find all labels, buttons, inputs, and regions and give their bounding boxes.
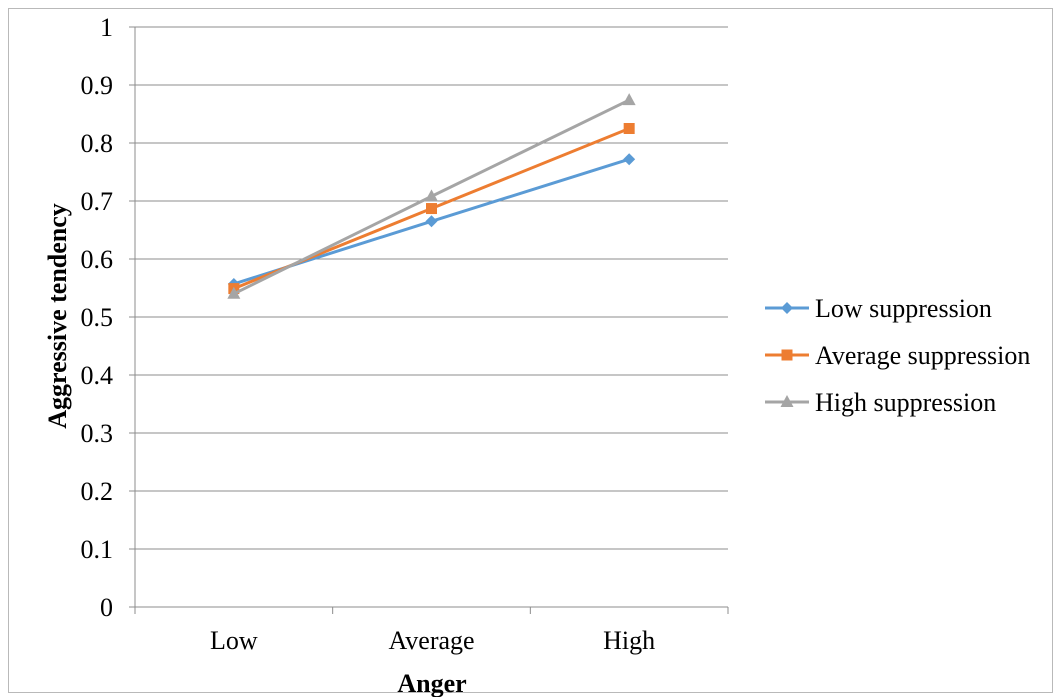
legend-item: High suppression: [765, 388, 996, 417]
data-point: [426, 203, 437, 215]
chart-frame: [8, 8, 1053, 693]
legend-label: High suppression: [815, 388, 996, 417]
y-tick-labels: 0 0.1 0.2 0.3 0.4 0.5 0.6 0.7 0.8 0.9 1: [81, 13, 114, 622]
data-point: [781, 349, 793, 361]
y-tick-label: 0: [100, 593, 113, 622]
data-point: [622, 93, 636, 106]
data-point: [623, 123, 635, 134]
series-lines: [227, 93, 636, 299]
legend-item: Average suppression: [765, 341, 1030, 370]
series-group: [227, 153, 636, 290]
series-group: [228, 123, 635, 295]
y-tick-label: 0.3: [81, 419, 114, 448]
y-tick-label: 0.7: [81, 187, 114, 216]
y-tick-label: 0.8: [81, 129, 114, 158]
legend-label: Average suppression: [815, 341, 1030, 370]
y-tick-label: 0.5: [81, 303, 114, 332]
legend-item: Low suppression: [765, 294, 992, 323]
y-tick-label: 0.4: [81, 361, 114, 390]
y-tick-label: 0.6: [81, 245, 114, 274]
x-axis-title: Anger: [397, 669, 466, 697]
y-tick-label: 1: [100, 13, 113, 42]
x-tick-labels: Low Average High: [210, 626, 655, 655]
data-point: [227, 286, 241, 299]
gridlines: [135, 26, 728, 550]
y-tick-label: 0.2: [81, 477, 114, 506]
x-tick-label: Low: [210, 626, 258, 655]
y-tick-label: 0.9: [81, 71, 114, 100]
data-point: [425, 189, 438, 202]
axes: [129, 26, 729, 614]
data-point: [623, 153, 636, 166]
y-axis-title: Aggressive tendency: [43, 203, 72, 429]
data-point: [781, 302, 793, 314]
legend: Low suppression Average suppression High s…: [765, 294, 1030, 417]
y-tick-label: 0.1: [81, 535, 114, 564]
x-tick-label: High: [603, 626, 655, 655]
x-tick-label: Average: [388, 626, 474, 655]
data-point: [425, 215, 438, 228]
data-point: [780, 395, 794, 407]
series-group: [227, 93, 636, 299]
legend-label: Low suppression: [815, 294, 992, 323]
